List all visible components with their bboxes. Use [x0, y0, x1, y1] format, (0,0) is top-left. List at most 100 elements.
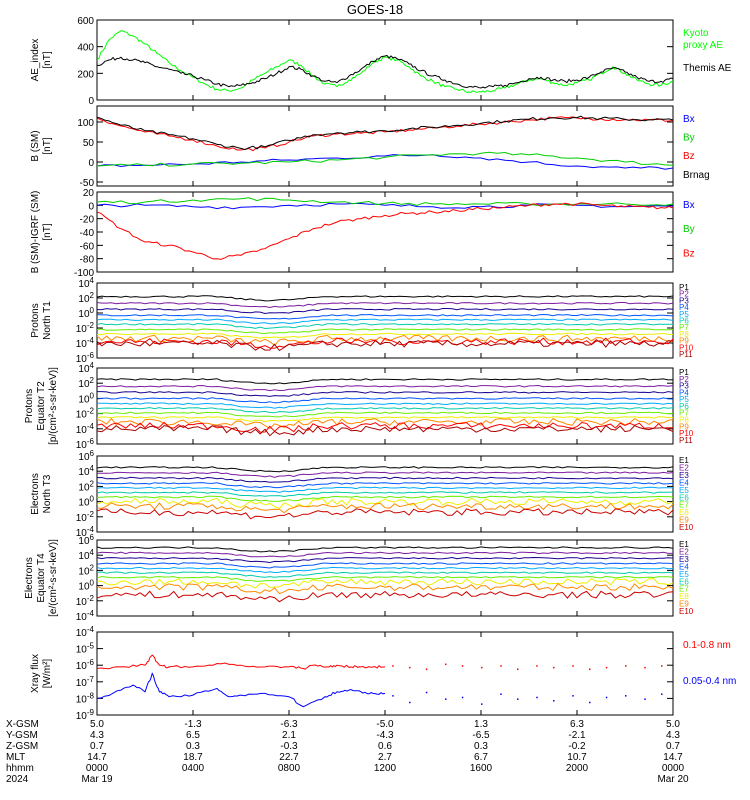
x-axis-value: -6.5	[472, 730, 490, 741]
legend-bz: Bz	[683, 248, 695, 259]
legend-0-05-0-4-nm: 0.05-0.4 nm	[683, 676, 736, 687]
channel-line-e5	[97, 566, 673, 574]
series-line-0-1-0-8-nm	[97, 654, 386, 670]
legend-e4: E4	[679, 562, 689, 571]
y-tick-label: 0	[88, 201, 94, 212]
y-tick-label: -40	[80, 228, 95, 239]
legend-brnag: Brnag	[683, 170, 710, 181]
y-axis-label: [p/(cm²-s-sr-keV)]	[48, 367, 59, 445]
legend-p8: P8	[679, 330, 689, 339]
y-tick-label: 0	[88, 96, 94, 107]
xray-dot-short	[661, 693, 663, 695]
channel-line-e6	[97, 491, 673, 498]
xray-dot-long	[409, 666, 411, 669]
y-axis-label: [W/m²]	[42, 659, 53, 689]
legend-e6: E6	[679, 493, 689, 502]
xray-dot-short	[625, 695, 627, 697]
y-axis-label: North T3	[42, 474, 53, 513]
channel-line-e9	[97, 583, 673, 595]
channel-line-e2	[97, 471, 673, 478]
legend-e4: E4	[679, 478, 689, 487]
legend-p5: P5	[679, 310, 689, 319]
channel-line-e9	[97, 502, 673, 514]
x-axis-value: 4.3	[90, 730, 104, 741]
xray-dot-short	[445, 698, 447, 700]
y-axis-label: Electrons	[24, 557, 35, 599]
x-row-label: Y-GSM	[6, 730, 38, 741]
channel-line-p8	[97, 332, 673, 339]
y-tick-label: 100	[78, 495, 94, 509]
x-axis-value: 6.7	[474, 752, 488, 763]
channel-line-p1	[97, 295, 673, 302]
xray-dot-long	[392, 665, 394, 667]
xray-dot-short	[461, 696, 464, 699]
legend-e9: E9	[679, 516, 689, 525]
legend-p6: P6	[679, 316, 689, 325]
legend-p11: P11	[679, 436, 693, 445]
legend-e6: E6	[679, 577, 689, 586]
y-tick-label: 106	[78, 449, 94, 463]
legend-themis-ae: Themis AE	[683, 63, 732, 74]
channel-line-e8	[97, 578, 673, 589]
legend-e10: E10	[679, 523, 694, 532]
xray-dot-short	[605, 696, 608, 699]
x-axis-value: -4.3	[376, 730, 394, 741]
y-tick-label: 10-2	[76, 407, 95, 421]
xray-dot-short	[589, 701, 591, 704]
channel-line-e6	[97, 571, 673, 578]
legend-kyoto-proxy-ae: proxy AE	[683, 40, 723, 51]
x-axis-value: -1.3	[184, 719, 202, 730]
y-axis-label: B (SM)	[30, 130, 41, 161]
y-tick-label: 106	[78, 533, 94, 547]
series-line-bz	[97, 116, 673, 152]
legend-e3: E3	[679, 471, 689, 480]
xray-dot-short	[392, 695, 394, 697]
xray-dot-short	[481, 703, 483, 705]
y-axis-label: Equator T2	[36, 381, 47, 431]
panel-2: 100 50 0 -50 B (SM) [nT] Bx By Bz Brnag	[30, 105, 710, 189]
y-axis-label: Xray flux	[30, 654, 41, 693]
channel-line-p11	[97, 424, 673, 437]
channel-line-p11	[97, 339, 673, 352]
xray-dot-long	[445, 663, 447, 666]
x-axis-value: -5.0	[376, 719, 394, 730]
chart-title: GOES-18	[347, 2, 403, 17]
x-axis-value: 0000	[86, 763, 109, 774]
legend-e5: E5	[679, 570, 689, 579]
x-axis-value: Mar 20	[657, 774, 689, 785]
xray-dot-short	[517, 698, 519, 700]
xray-dot-long	[644, 666, 646, 669]
xray-dot-long	[625, 665, 627, 667]
legend-p3: P3	[679, 382, 689, 391]
legend-e2: E2	[679, 547, 689, 556]
y-axis-label: [nT]	[42, 223, 53, 240]
y-tick-label: 50	[83, 138, 95, 149]
xray-dot-long	[461, 665, 464, 667]
series-line-0-05-0-4-nm	[97, 672, 386, 708]
xray-dot-long	[589, 668, 591, 671]
x-axis-value: 0000	[662, 763, 685, 774]
channel-line-p5	[97, 402, 673, 409]
channel-line-e3	[97, 476, 673, 483]
x-axis-value: -0.3	[280, 741, 298, 752]
channel-line-p7	[97, 411, 673, 418]
legend-p5: P5	[679, 395, 689, 404]
y-tick-label: 10-4	[76, 422, 95, 436]
channel-line-p2	[97, 302, 673, 309]
xray-dot-short	[409, 701, 411, 704]
y-tick-label: 10-4	[76, 336, 95, 350]
x-axis-value: 5.0	[90, 719, 104, 730]
legend-p11: P11	[679, 350, 693, 359]
legend-p2: P2	[679, 290, 689, 299]
y-tick-label: 0	[88, 158, 94, 169]
x-axis-value: -6.3	[280, 719, 298, 730]
x-row-label: Z-GSM	[6, 741, 38, 752]
y-tick-label: 10-2	[76, 594, 95, 608]
channel-line-p3	[97, 307, 673, 315]
x-axis-value: 0.6	[378, 741, 392, 752]
legend-p9: P9	[679, 337, 689, 346]
channel-line-p10	[97, 337, 673, 349]
xray-dot-long	[605, 666, 608, 669]
x-axis-value: 1200	[374, 763, 397, 774]
